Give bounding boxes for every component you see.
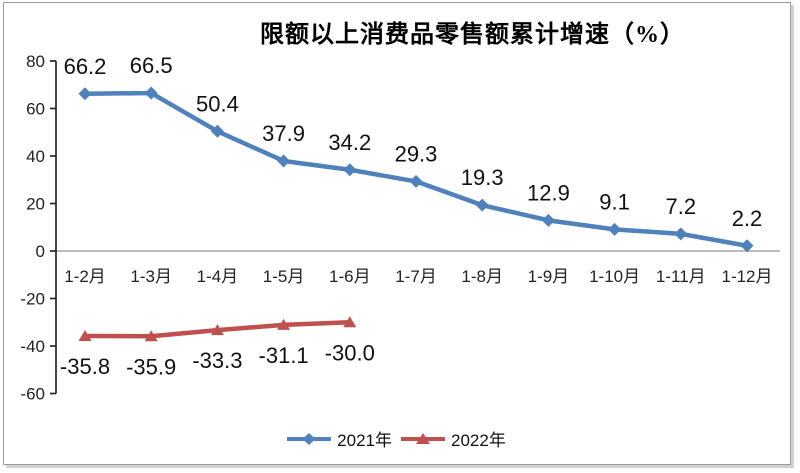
data-label: 7.2 — [666, 194, 697, 219]
diamond-marker — [78, 87, 92, 101]
y-tick-label: -60 — [20, 385, 45, 404]
y-tick-label: 0 — [36, 242, 45, 261]
x-tick-label: 1-3月 — [130, 267, 172, 286]
triangle-marker — [78, 330, 92, 342]
diamond-marker — [210, 124, 224, 138]
legend-label-2021: 2021年 — [337, 431, 392, 450]
x-tick-label: 1-7月 — [395, 267, 437, 286]
chart-legend: 2021年 2022年 — [0, 426, 792, 451]
x-tick-label: 1-5月 — [263, 267, 305, 286]
data-label: -35.8 — [60, 354, 110, 379]
data-label: 37.9 — [262, 121, 305, 146]
legend-item-2022: 2022年 — [400, 426, 506, 451]
x-tick-label: 1-9月 — [528, 267, 570, 286]
series-line-2021年 — [82, 90, 750, 249]
data-label: 34.2 — [328, 130, 371, 155]
diamond-marker — [144, 86, 158, 100]
diamond-marker — [475, 198, 489, 212]
x-tick-label: 1-4月 — [197, 267, 239, 286]
diamond-marker — [343, 163, 357, 177]
y-tick-label: -20 — [20, 290, 45, 309]
diamond-marker — [541, 213, 555, 227]
x-tick-label: 1-10月 — [589, 267, 640, 286]
y-tick-label: 60 — [26, 100, 45, 119]
x-tick-label: 1-8月 — [461, 267, 503, 286]
y-tick-label: -40 — [20, 337, 45, 356]
diamond-marker — [608, 222, 622, 236]
x-tick-label: 1-2月 — [64, 267, 106, 286]
legend-line-diamond-icon — [287, 432, 332, 445]
data-label: -33.3 — [192, 348, 242, 373]
data-label: 19.3 — [461, 165, 504, 190]
data-label: -31.1 — [259, 343, 309, 368]
data-label: -35.9 — [126, 354, 176, 379]
data-label: 2.2 — [732, 206, 763, 231]
data-label: 29.3 — [395, 141, 438, 166]
x-tick-label: 1-6月 — [329, 267, 371, 286]
triangle-marker — [277, 318, 291, 330]
diamond-marker — [740, 239, 754, 253]
legend-item-2021: 2021年 — [286, 426, 392, 451]
triangle-marker — [210, 324, 224, 336]
chart-title: 限额以上消费品零售额累计增速（%） — [260, 22, 685, 48]
diamond-marker — [674, 227, 688, 241]
x-tick-label: 1-11月 — [656, 267, 706, 286]
triangle-marker — [144, 330, 158, 342]
data-label: 66.2 — [64, 54, 107, 79]
diamond-marker — [409, 174, 423, 188]
data-label: 66.5 — [130, 53, 173, 78]
data-label: 50.4 — [196, 91, 239, 116]
legend-label-2022: 2022年 — [451, 431, 506, 450]
legend-line-triangle-icon — [401, 432, 445, 444]
y-tick-label: 80 — [26, 52, 45, 71]
y-tick-label: 20 — [26, 195, 45, 214]
data-label: 9.1 — [599, 189, 630, 214]
data-label: 12.9 — [527, 180, 570, 205]
x-tick-label: 1-12月 — [721, 267, 772, 286]
triangle-marker — [343, 316, 357, 328]
y-tick-label: 40 — [26, 147, 45, 166]
diamond-marker — [277, 154, 291, 168]
data-label: -30.0 — [325, 340, 375, 365]
